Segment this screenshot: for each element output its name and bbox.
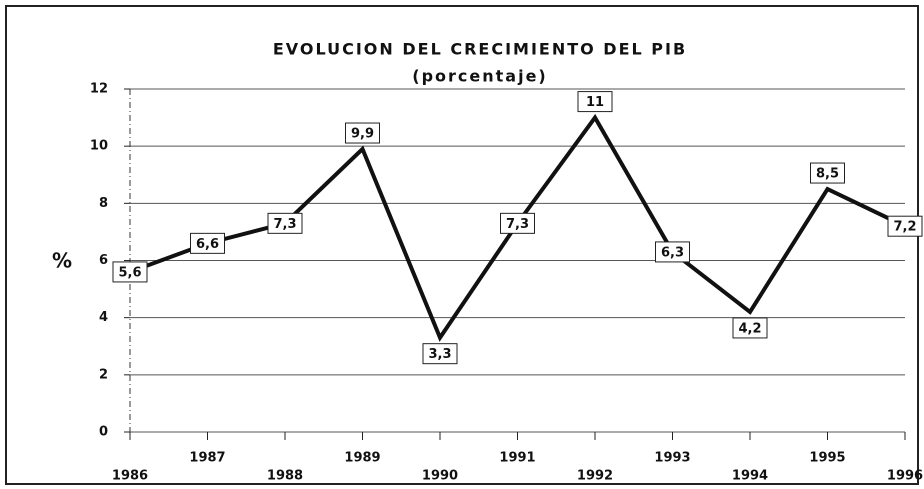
chart-subtitle: (porcentaje) [412, 67, 547, 86]
x-tick-label: 1987 [189, 451, 225, 466]
y-tick-label: 6 [99, 253, 108, 268]
value-label-box [500, 212, 535, 234]
y-tick-label: 2 [99, 367, 108, 382]
x-tick-label: 1991 [499, 451, 535, 466]
value-label: 7,2 [893, 220, 916, 235]
value-label: 5,6 [118, 265, 141, 280]
value-label-box [655, 241, 690, 263]
value-label-box [112, 261, 148, 283]
x-tick-label: 1988 [267, 469, 303, 484]
x-tick-label: 1990 [422, 469, 458, 484]
value-label: 4,2 [738, 321, 761, 336]
value-label-box [732, 317, 768, 339]
value-label: 6,6 [196, 237, 219, 252]
value-label-box [810, 162, 845, 184]
y-axis-label: % [52, 249, 72, 273]
x-tick-label: 1995 [809, 451, 845, 466]
value-label: 11 [586, 95, 604, 110]
y-tick-label: 0 [99, 425, 108, 440]
value-label: 6,3 [661, 245, 684, 260]
y-tick-label: 4 [99, 310, 108, 325]
x-tick-label: 1993 [654, 451, 690, 466]
y-tick-label: 12 [90, 82, 108, 97]
value-label-box [422, 343, 458, 365]
value-label-box [577, 91, 613, 113]
y-tick-label: 8 [99, 196, 108, 211]
value-label-box [345, 122, 380, 144]
value-label: 8,5 [816, 167, 839, 182]
x-tick-label: 1989 [344, 451, 380, 466]
value-label: 7,3 [273, 217, 296, 232]
value-label: 3,3 [428, 347, 451, 362]
value-label-box [267, 212, 303, 234]
value-label-box [190, 232, 225, 254]
x-tick-label: 1994 [732, 469, 768, 484]
x-tick-label: 1986 [112, 469, 148, 484]
chart-title: EVOLUCION DEL CRECIMIENTO DEL PIB [273, 40, 687, 59]
x-tick-label: 1996 [887, 469, 923, 484]
value-label: 9,9 [351, 127, 374, 142]
value-label: 7,3 [506, 217, 529, 232]
y-tick-label: 10 [90, 139, 108, 154]
x-tick-label: 1992 [577, 469, 613, 484]
value-label-box [887, 215, 923, 237]
chart-border [5, 5, 919, 485]
